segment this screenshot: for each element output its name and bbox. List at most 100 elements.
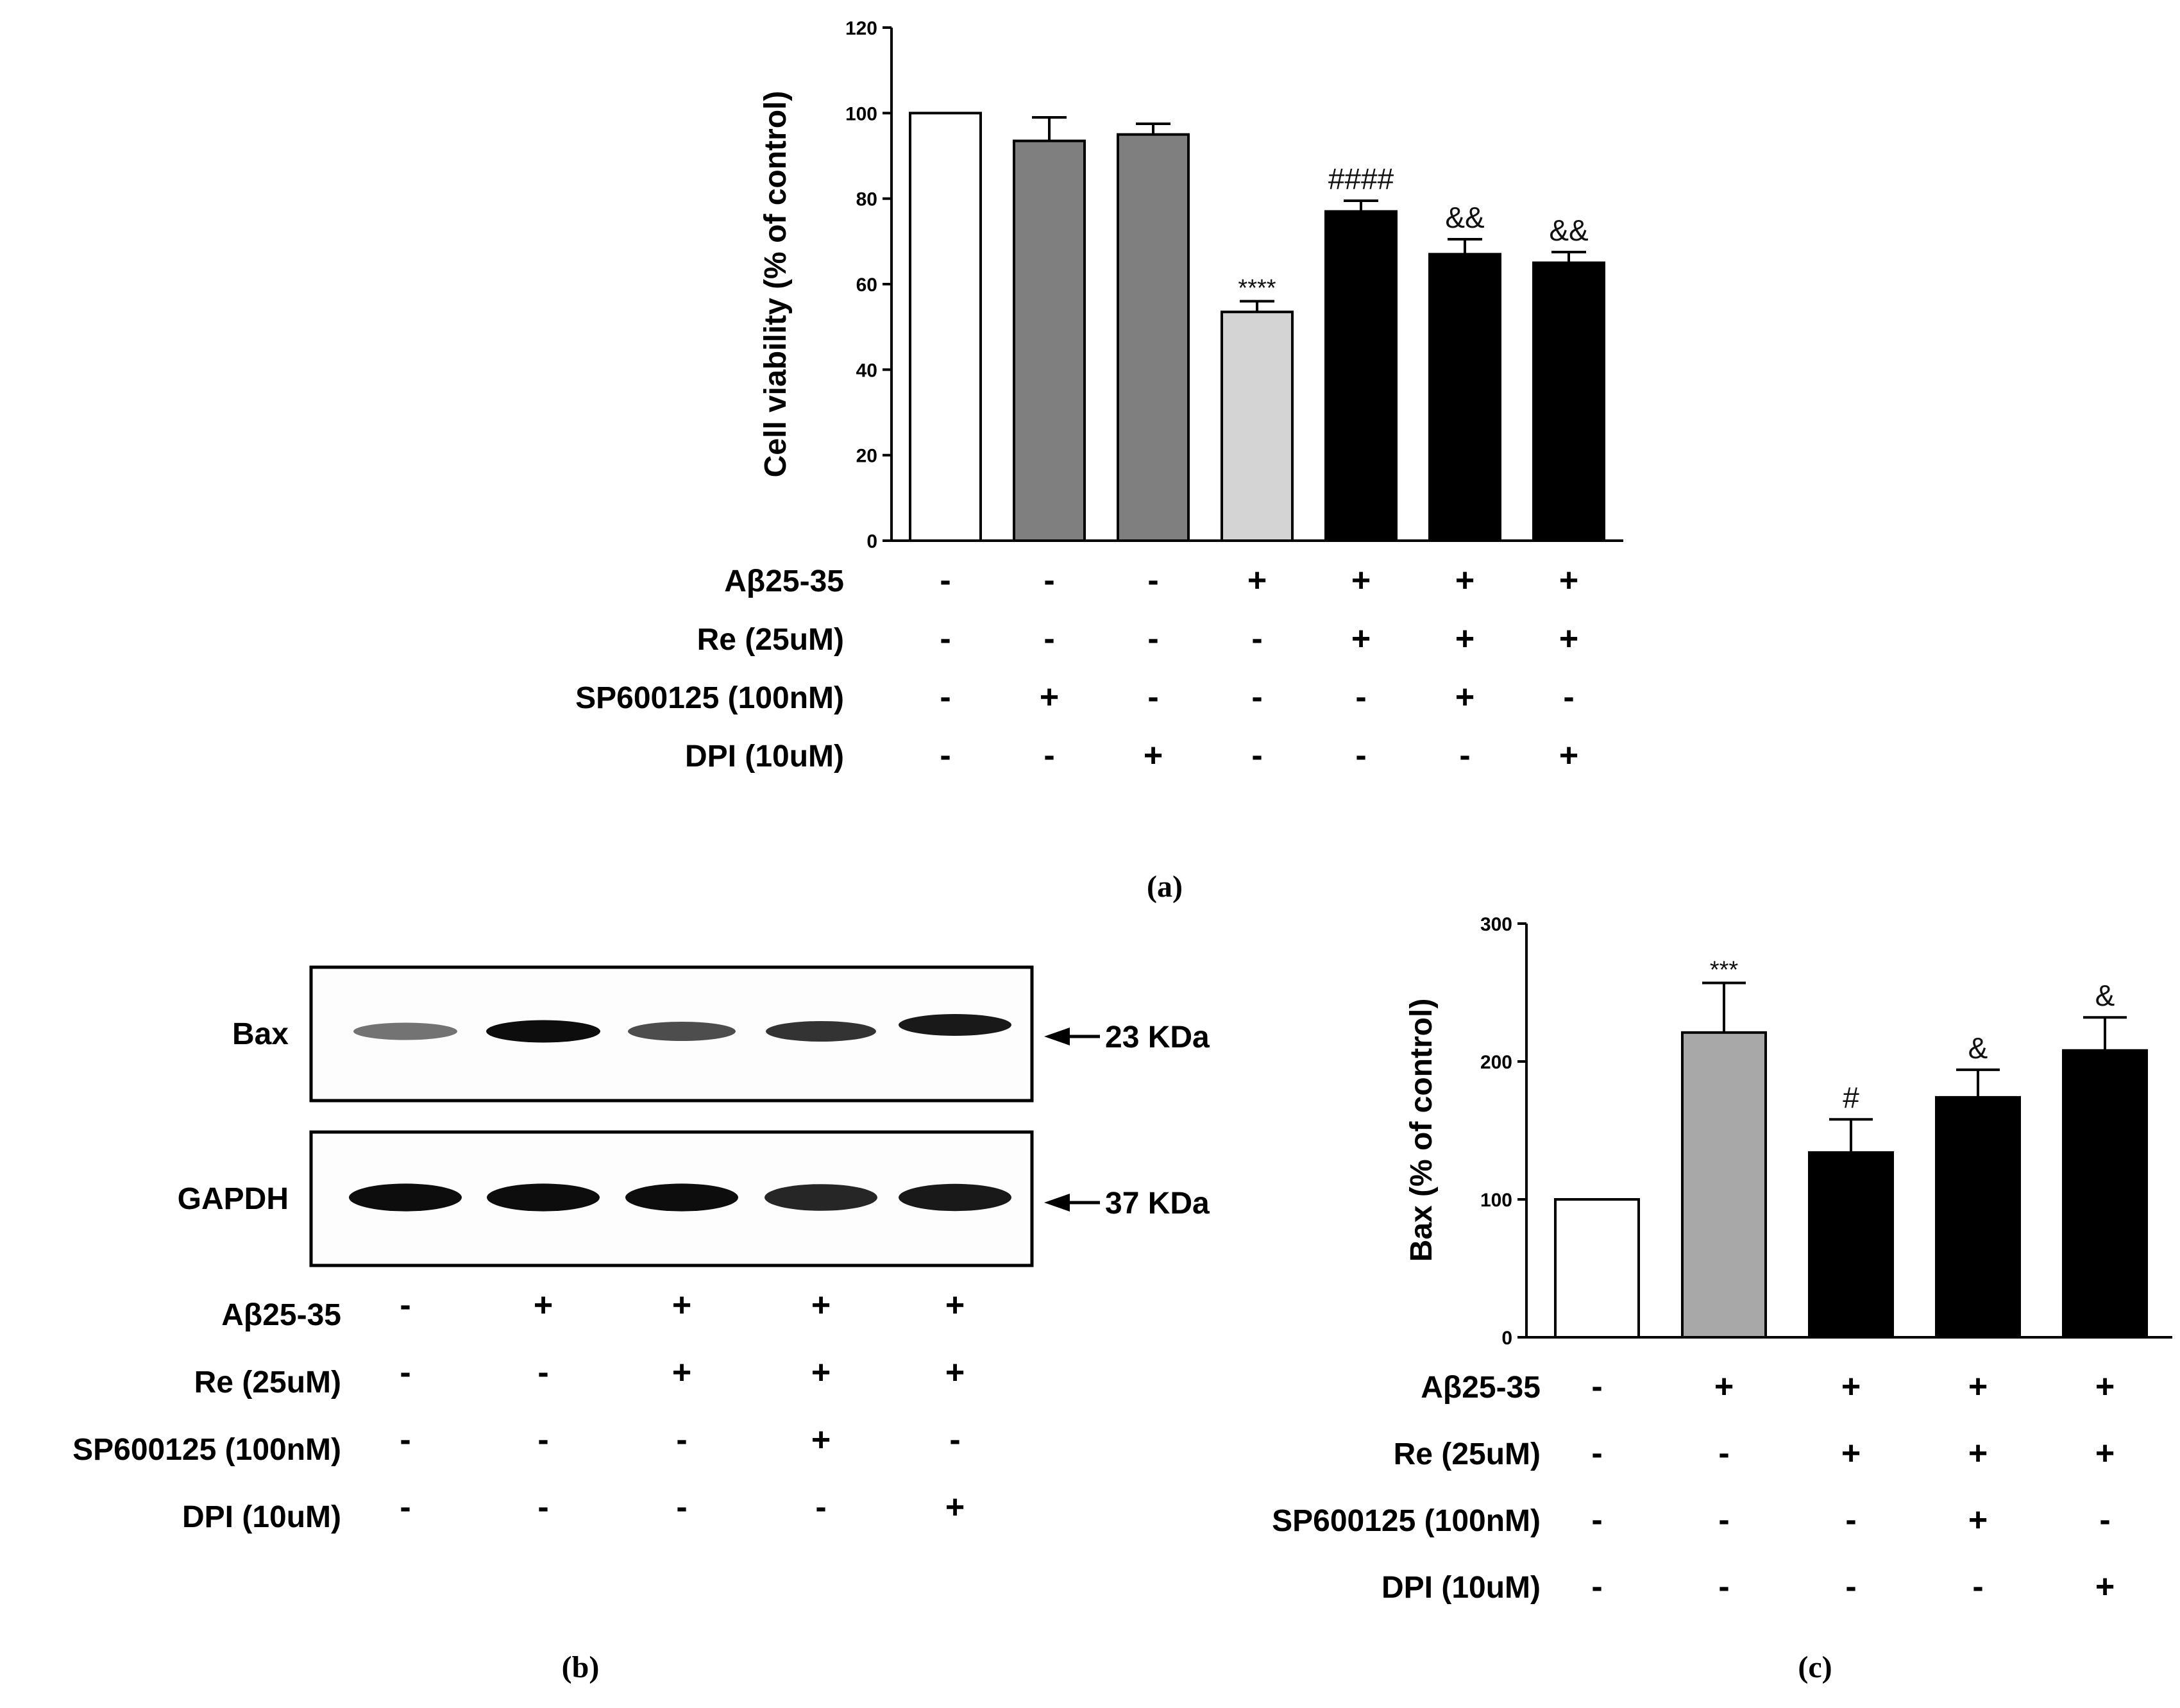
significance-label: && [1549, 214, 1588, 247]
condition-sign: + [811, 1421, 831, 1459]
condition-sign: + [1040, 679, 1059, 716]
condition-label: Re (25uM) [1394, 1437, 1541, 1471]
y-tick-label: 100 [845, 103, 877, 124]
condition-sign: + [1351, 562, 1371, 599]
condition-sign: + [1455, 620, 1474, 657]
y-axis-label: Cell viability (% of control) [759, 91, 793, 478]
condition-sign: + [2095, 1568, 2115, 1605]
bar [1681, 1031, 1767, 1339]
condition-sign: + [1559, 562, 1578, 599]
condition-label: SP600125 (100nM) [72, 1433, 341, 1467]
significance-label: # [1843, 1081, 1859, 1114]
condition-sign: + [811, 1354, 831, 1391]
condition-sign: - [400, 1489, 410, 1526]
condition-sign: - [815, 1489, 826, 1526]
y-tick-label: 0 [1501, 1328, 1512, 1349]
caption-a: (a) [1147, 870, 1183, 904]
condition-sign: + [1968, 1501, 1988, 1539]
condition-sign: - [1147, 679, 1158, 716]
blot-band [486, 1020, 600, 1043]
molecular-weight-label: 37 KDa [1105, 1187, 1210, 1221]
condition-sign: - [1251, 737, 1262, 774]
condition-sign: - [1563, 679, 1574, 716]
condition-sign: - [940, 562, 951, 599]
arrow-head-icon [1044, 1194, 1070, 1212]
condition-sign: - [1251, 620, 1262, 657]
bar [1428, 253, 1501, 542]
condition-sign: + [1455, 679, 1474, 716]
condition-sign: + [1841, 1435, 1861, 1472]
condition-sign: - [1972, 1568, 1983, 1605]
y-axis-label: Bax (% of control) [1405, 999, 1439, 1262]
blot-band [353, 1022, 457, 1040]
condition-sign: + [1714, 1368, 1734, 1405]
condition-label: Aβ25-35 [1421, 1371, 1541, 1405]
significance-label: **** [1238, 275, 1276, 302]
condition-sign: - [1355, 679, 1366, 716]
bar [1554, 1198, 1640, 1339]
y-tick-label: 80 [856, 189, 877, 210]
condition-label: Re (25uM) [194, 1366, 341, 1399]
y-tick-label: 40 [856, 360, 877, 381]
condition-label: SP600125 (100nM) [1272, 1504, 1541, 1538]
condition-sign: - [940, 620, 951, 657]
condition-sign: + [1559, 737, 1578, 774]
blot-band [487, 1183, 600, 1212]
condition-label: DPI (10uM) [1382, 1571, 1541, 1605]
y-tick-label: 300 [1480, 914, 1512, 935]
significance-label: && [1445, 201, 1484, 234]
condition-sign: + [2095, 1368, 2115, 1405]
bar [1324, 210, 1398, 542]
condition-sign: - [940, 679, 951, 716]
y-tick-label: 100 [1480, 1190, 1512, 1211]
condition-sign: - [1718, 1435, 1729, 1472]
molecular-weight-label: 23 KDa [1105, 1020, 1210, 1054]
condition-sign: + [1144, 737, 1163, 774]
condition-sign: - [1845, 1501, 1856, 1539]
condition-sign: + [1841, 1368, 1861, 1405]
condition-sign: - [2099, 1501, 2110, 1539]
condition-sign: + [1968, 1435, 1988, 1472]
y-tick-label: 0 [866, 531, 877, 552]
blot-band [349, 1183, 462, 1212]
blot-row-label: GAPDH [178, 1182, 289, 1216]
condition-sign: - [537, 1421, 548, 1459]
condition-sign: - [537, 1489, 548, 1526]
blot-band [899, 1014, 1011, 1036]
condition-sign: + [672, 1354, 691, 1391]
y-tick-label: 20 [856, 446, 877, 467]
blot-band [766, 1021, 876, 1042]
condition-sign: + [1351, 620, 1371, 657]
condition-sign: - [1591, 1435, 1602, 1472]
bar [2062, 1049, 2148, 1339]
condition-sign: - [400, 1354, 410, 1391]
condition-sign: - [1147, 620, 1158, 657]
blot-band [765, 1184, 877, 1211]
condition-sign: + [2095, 1435, 2115, 1472]
bar [909, 112, 982, 543]
condition-sign: + [945, 1354, 965, 1391]
caption-b: (b) [562, 1650, 600, 1684]
condition-label: SP600125 (100nM) [575, 681, 844, 715]
condition-sign: - [1591, 1501, 1602, 1539]
condition-sign: + [1968, 1368, 1988, 1405]
condition-sign: - [1591, 1368, 1602, 1405]
bar [1935, 1095, 2021, 1339]
caption-c: (c) [1798, 1650, 1832, 1684]
arrow-head-icon [1044, 1027, 1070, 1045]
condition-label: Re (25uM) [697, 623, 844, 657]
significance-label: *** [1710, 956, 1739, 983]
bar [1532, 261, 1605, 542]
condition-sign: - [1718, 1501, 1729, 1539]
condition-sign: - [1718, 1568, 1729, 1605]
y-tick-label: 60 [856, 275, 877, 296]
condition-sign: - [1459, 737, 1470, 774]
chart-c-bax: 0 100 200 300 Bax (% of control) *** # & & Aβ25-3… [1272, 914, 2172, 1605]
bar [1117, 133, 1190, 542]
condition-sign: - [400, 1287, 410, 1324]
blot-band [628, 1022, 736, 1041]
condition-label: Aβ25-35 [724, 564, 844, 598]
western-blot-b: Bax 23 KDa GAPDH 37 KDa Aβ25-35 - + + + + Re (25uM… [72, 965, 1210, 1534]
condition-sign: - [1591, 1568, 1602, 1605]
